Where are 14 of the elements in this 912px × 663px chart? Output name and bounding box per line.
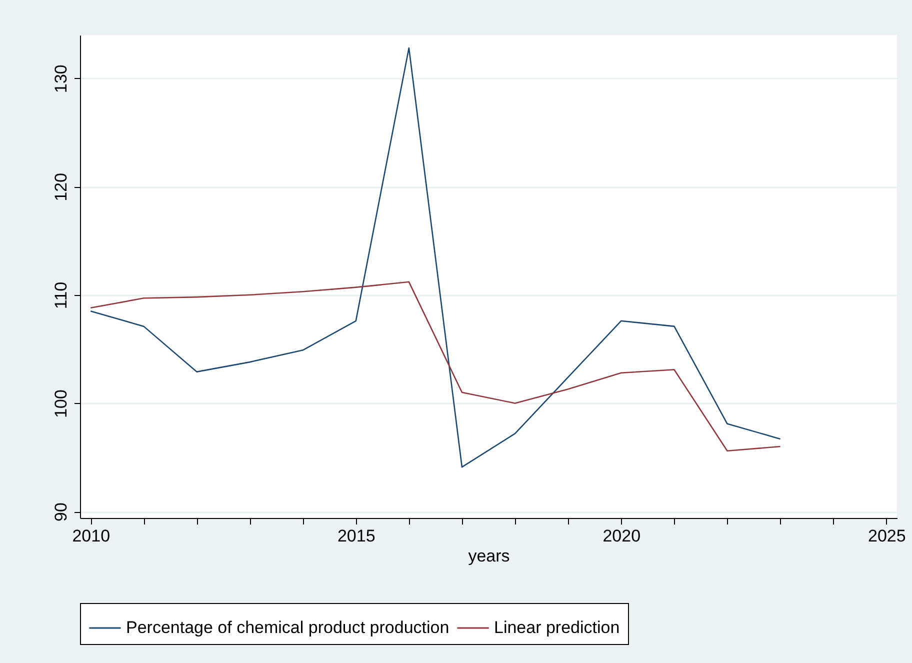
x-tick-label: 2025 [868,526,906,546]
legend-label: Linear prediction [494,618,620,637]
x-tick-label: 2020 [602,526,641,546]
y-tick-label: 120 [52,172,70,202]
y-tick-label: 130 [52,64,70,94]
line-series [90,281,781,452]
legend-label: Percentage of chemical product production [126,618,450,637]
line-series [90,47,781,468]
y-tick-label: 90 [52,502,70,522]
y-tick-label: 100 [52,390,70,418]
y-tick-label: 110 [52,282,70,309]
x-tick-label: 2015 [337,526,376,546]
x-tick-label: 2010 [72,526,110,546]
x-axis-title: years [468,546,510,566]
